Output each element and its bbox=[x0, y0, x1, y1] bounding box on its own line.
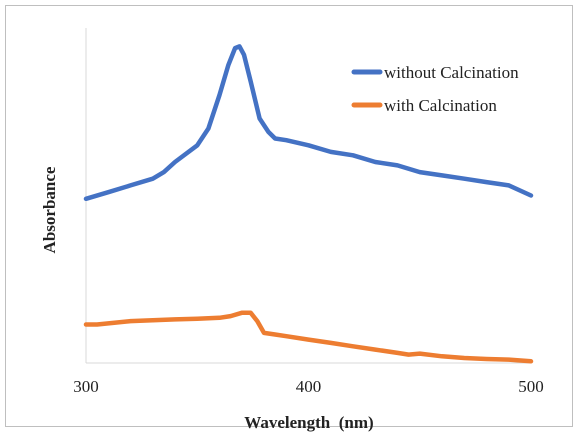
x-axis-title: Wavelength (nm) bbox=[244, 413, 373, 432]
legend-label-without-calcination: without Calcination bbox=[384, 63, 519, 82]
series-layer bbox=[83, 44, 534, 364]
series-line-with-calcination bbox=[83, 310, 534, 364]
legend: without Calcination with Calcination bbox=[351, 63, 519, 115]
x-tick-label: 300 bbox=[73, 377, 99, 396]
x-tick-label: 400 bbox=[296, 377, 322, 396]
x-tick-label: 500 bbox=[518, 377, 544, 396]
series-line-without-calcination bbox=[83, 44, 534, 202]
x-tick-labels: 300 400 500 bbox=[73, 377, 544, 396]
y-axis-title: Absorbance bbox=[40, 166, 59, 253]
legend-label-with-calcination: with Calcination bbox=[384, 96, 497, 115]
